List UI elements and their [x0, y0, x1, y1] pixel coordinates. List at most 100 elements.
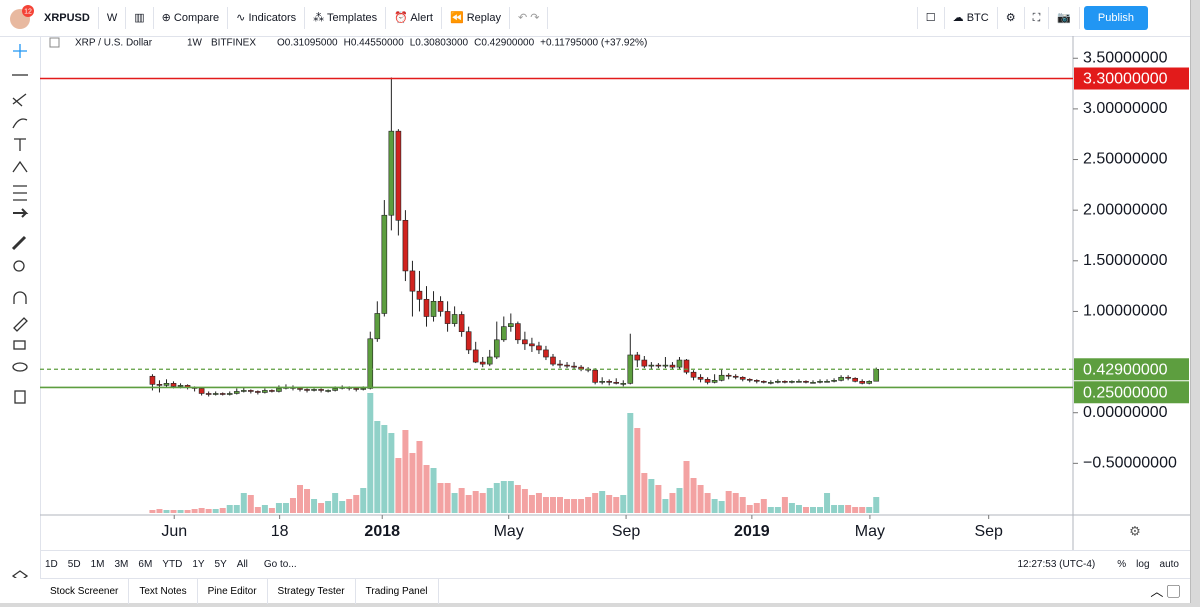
candle-body: [746, 378, 753, 381]
scale-option[interactable]: auto: [1159, 558, 1179, 570]
layout[interactable]: ☐: [916, 7, 945, 29]
chart-style[interactable]: ▥: [126, 7, 154, 29]
scale-option[interactable]: log: [1136, 558, 1150, 570]
currency[interactable]: ☁ BTC: [945, 7, 998, 29]
candle-body: [423, 298, 430, 317]
panel-controls[interactable]: ︿ ▢: [1150, 584, 1180, 599]
candle-body: [262, 390, 268, 393]
x-tick-label: Sep: [974, 523, 1003, 540]
candle-body: [634, 354, 641, 361]
panel-tab[interactable]: Trading Panel: [356, 579, 439, 604]
panel-tab[interactable]: Strategy Tester: [268, 579, 356, 604]
candle-body: [205, 393, 212, 395]
range-button[interactable]: 1Y: [192, 558, 205, 570]
volume-bar: [788, 503, 795, 513]
volume-bar: [451, 493, 458, 513]
panel-tab[interactable]: Stock Screener: [40, 579, 130, 604]
undo-redo[interactable]: ↶ ↷: [510, 7, 549, 29]
toolbar-button[interactable]: ∿ Indicators: [228, 7, 306, 29]
price-label: 0.25000000: [1083, 384, 1168, 401]
volume-bar: [149, 510, 156, 513]
volume-bar: [521, 489, 528, 513]
fullscreen[interactable]: ⛶: [1025, 7, 1050, 29]
panel-tab[interactable]: Text Notes: [129, 579, 198, 604]
lock-draw-tool[interactable]: [13, 317, 28, 332]
magnet-tool[interactable]: [13, 291, 27, 304]
candle-body: [402, 219, 409, 272]
volume-bar: [360, 488, 367, 513]
toolbar-button[interactable]: ⁂ Templates: [305, 7, 387, 29]
candle-body: [690, 371, 697, 378]
volume-bar: [760, 499, 767, 513]
toolbar-button[interactable]: ⏪ Replay: [442, 7, 510, 29]
y-tick-label: 2.00000000: [1083, 201, 1168, 218]
toolbar-button[interactable]: ⊕ Compare: [154, 7, 229, 29]
candle-body: [796, 381, 802, 383]
volume-bar: [809, 507, 816, 513]
candle-body: [810, 382, 816, 384]
volume-bar: [198, 508, 205, 513]
goto-button[interactable]: Go to...: [263, 558, 297, 570]
candle-body: [817, 381, 823, 383]
candle-body: [276, 388, 282, 392]
arrow-tool[interactable]: [13, 208, 29, 218]
eye-tool[interactable]: [12, 362, 28, 372]
forecast-tool[interactable]: [13, 185, 27, 201]
trash-tool[interactable]: [14, 390, 26, 404]
legend-exchange: BITFINEX: [211, 38, 256, 49]
y-tick-label: 0.00000000: [1083, 404, 1168, 421]
candle-body: [515, 323, 521, 341]
candle-body: [761, 381, 767, 383]
volume-bar: [817, 507, 824, 513]
price-label: 3.30000000: [1083, 71, 1168, 88]
volume-bar: [254, 507, 261, 513]
candle-body: [212, 393, 219, 395]
text-tool[interactable]: [14, 138, 26, 151]
volume-bar: [599, 491, 606, 513]
range-button[interactable]: 6M: [138, 558, 153, 570]
toolbar-button[interactable]: ⏰ Alert: [386, 7, 442, 29]
volume-bar: [367, 393, 374, 513]
scale-option[interactable]: %: [1117, 558, 1127, 570]
range-button[interactable]: YTD: [162, 558, 183, 570]
range-button[interactable]: 5Y: [214, 558, 227, 570]
range-button[interactable]: 1D: [45, 558, 58, 570]
range-button[interactable]: 3M: [114, 558, 129, 570]
settings[interactable]: ⚙: [998, 7, 1025, 29]
brush-tool[interactable]: [12, 118, 28, 129]
range-button[interactable]: All: [236, 558, 248, 570]
volume-bar: [247, 495, 254, 513]
publish-button[interactable]: Publish: [1083, 6, 1148, 30]
symbol[interactable]: XRPUSD: [36, 7, 99, 29]
zoom-tool[interactable]: [13, 260, 25, 272]
range-button[interactable]: 1M: [90, 558, 105, 570]
candle-body: [606, 381, 613, 383]
candle-body: [500, 326, 507, 341]
candle-body: [711, 380, 718, 383]
ruler-tool[interactable]: [11, 235, 27, 251]
panel-tab[interactable]: Pine Editor: [198, 579, 268, 604]
volume-bar: [739, 497, 746, 513]
volume-bar: [472, 491, 479, 513]
volume-bar: [297, 485, 304, 513]
layers[interactable]: [11, 570, 29, 582]
candle-body: [859, 381, 865, 384]
pattern-tool[interactable]: [12, 160, 28, 173]
fib-tool[interactable]: [12, 93, 27, 107]
lock-tool[interactable]: [13, 340, 26, 350]
volume-bar: [219, 508, 226, 513]
candle-body: [571, 365, 577, 368]
candle-body: [297, 388, 303, 390]
volume-bar: [697, 485, 704, 513]
volume-bar: [557, 497, 564, 513]
interval[interactable]: W: [99, 7, 127, 29]
avatar[interactable]: 12: [0, 0, 36, 36]
crosshair-tool[interactable]: [13, 44, 27, 58]
volume-bar: [282, 503, 289, 513]
snapshot[interactable]: 📷: [1049, 7, 1080, 29]
candle-body: [395, 130, 402, 221]
range-button[interactable]: 5D: [67, 558, 81, 570]
volume-bar: [514, 485, 521, 513]
y-tick-label: −0.50000000: [1083, 455, 1177, 472]
